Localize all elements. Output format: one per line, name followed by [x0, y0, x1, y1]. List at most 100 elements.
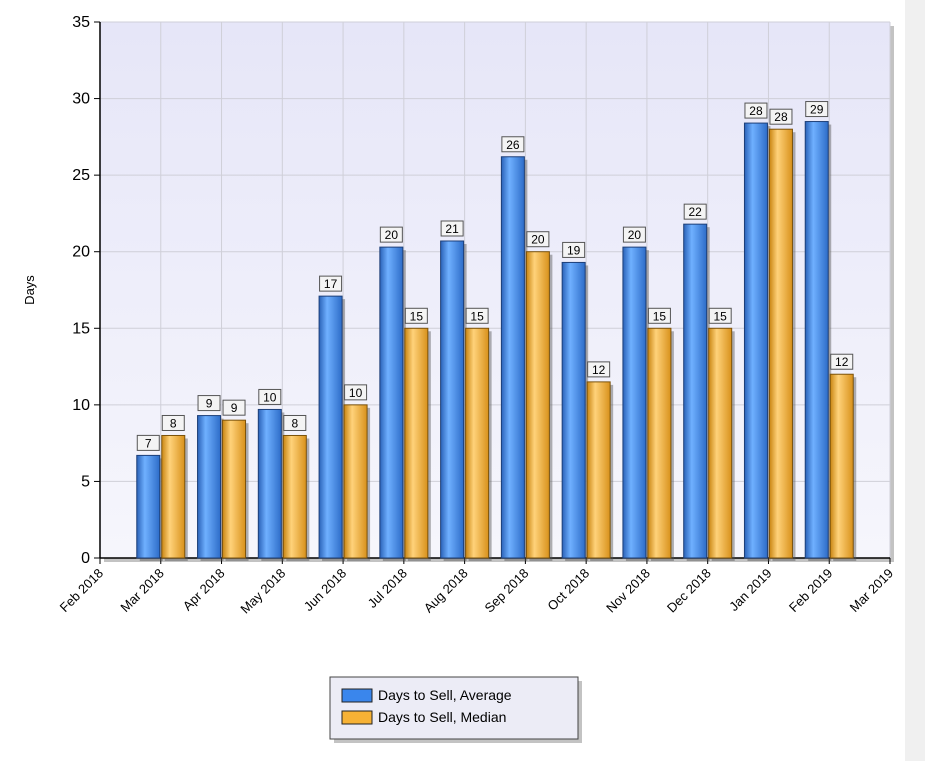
x-tick-label: Sep 2018	[482, 566, 532, 616]
data-label-box	[830, 353, 854, 370]
y-tick-label: 20	[72, 244, 90, 261]
x-tick-label: Oct 2018	[544, 566, 592, 614]
x-tick-label: Dec 2018	[664, 566, 714, 616]
data-label-box	[769, 108, 793, 125]
x-tick-label: Jul 2018	[365, 566, 410, 611]
data-label-box	[683, 203, 707, 220]
bar	[161, 434, 186, 559]
data-label-box	[805, 101, 829, 118]
bar	[622, 246, 647, 559]
x-tick-label: Mar 2019	[847, 566, 896, 615]
bar	[440, 240, 465, 559]
bar	[318, 295, 343, 559]
data-label-box	[587, 361, 611, 378]
data-label: 8	[291, 416, 298, 430]
y-tick-label: 25	[72, 167, 90, 184]
data-label: 29	[810, 103, 824, 117]
x-tick-label: Jan 2019	[726, 566, 774, 614]
bar	[197, 415, 222, 559]
bar	[804, 121, 829, 559]
bar	[282, 434, 307, 559]
bar	[465, 327, 490, 559]
data-label: 12	[592, 363, 606, 377]
y-tick-label: 15	[72, 320, 90, 337]
data-label: 7	[145, 436, 152, 450]
data-label-box	[404, 307, 428, 324]
data-label-box	[708, 307, 732, 324]
data-label: 26	[506, 138, 520, 152]
data-label: 20	[628, 228, 642, 242]
bar	[683, 223, 708, 559]
x-tick-label: May 2018	[237, 566, 288, 617]
data-label: 20	[531, 233, 545, 247]
bar	[561, 261, 586, 559]
data-label: 17	[324, 277, 338, 291]
bar	[136, 454, 161, 559]
x-tick-label: Feb 2018	[57, 566, 106, 615]
y-axis-title: Days	[22, 275, 37, 305]
x-tick-label: Mar 2018	[117, 566, 166, 615]
data-label-box	[440, 220, 464, 237]
legend-swatch	[341, 688, 373, 703]
y-tick-label: 35	[72, 14, 90, 31]
data-label-box	[465, 307, 489, 324]
data-label-box	[197, 395, 221, 412]
bar	[586, 381, 611, 559]
bar	[500, 156, 525, 559]
bar	[647, 327, 672, 559]
data-label-box	[647, 307, 671, 324]
x-tick-label: Feb 2019	[786, 566, 835, 615]
data-label-box	[136, 434, 160, 451]
legend-label: Days to Sell, Average	[378, 687, 512, 703]
data-label: 12	[835, 355, 849, 369]
data-label: 15	[714, 309, 728, 323]
data-label-box	[379, 226, 403, 243]
legend-swatch	[341, 710, 373, 725]
data-label-box	[319, 275, 343, 292]
x-tick-label: Apr 2018	[180, 566, 228, 614]
y-tick-label: 5	[81, 473, 90, 490]
x-tick-label: Aug 2018	[421, 566, 471, 616]
data-label: 20	[385, 228, 399, 242]
data-label: 28	[749, 104, 763, 118]
bar	[222, 419, 247, 559]
bar	[404, 327, 429, 559]
data-label-box	[283, 414, 307, 431]
bar	[257, 408, 282, 559]
x-tick-label: Jun 2018	[301, 566, 349, 614]
bar	[343, 404, 368, 559]
side-strip	[905, 0, 925, 761]
data-label: 28	[774, 110, 788, 124]
bar	[708, 327, 733, 559]
data-label-box	[744, 102, 768, 119]
data-label-box	[562, 241, 586, 258]
data-label: 9	[231, 401, 238, 415]
y-tick-label: 30	[72, 91, 90, 108]
y-tick-label: 10	[72, 397, 90, 414]
data-label: 15	[410, 309, 424, 323]
x-tick-label: Nov 2018	[603, 566, 653, 616]
legend	[329, 676, 579, 740]
data-label-box	[222, 399, 246, 416]
data-label-box	[161, 414, 185, 431]
data-label: 10	[349, 386, 363, 400]
data-label-box	[622, 226, 646, 243]
bar	[743, 122, 768, 559]
legend-label: Days to Sell, Median	[378, 709, 506, 725]
data-label-box	[526, 231, 550, 248]
y-tick-label: 0	[81, 550, 90, 567]
data-label-box	[344, 384, 368, 401]
data-label: 21	[445, 222, 459, 236]
data-label: 15	[653, 309, 667, 323]
bar	[829, 373, 854, 559]
data-label: 9	[206, 397, 213, 411]
data-label-box	[501, 136, 525, 153]
bar	[525, 251, 550, 559]
data-label: 10	[263, 390, 277, 404]
data-label-box	[258, 388, 282, 405]
bar	[768, 128, 793, 559]
bar	[379, 246, 404, 559]
data-label: 19	[567, 243, 581, 257]
